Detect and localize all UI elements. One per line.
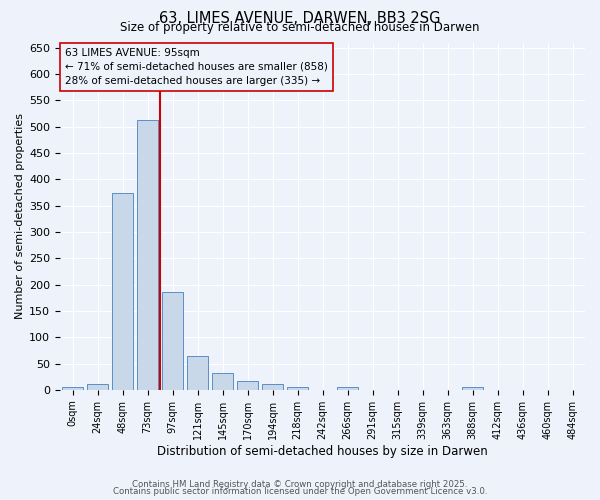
Text: Contains public sector information licensed under the Open Government Licence v3: Contains public sector information licen…: [113, 488, 487, 496]
Text: 63 LIMES AVENUE: 95sqm
← 71% of semi-detached houses are smaller (858)
28% of se: 63 LIMES AVENUE: 95sqm ← 71% of semi-det…: [65, 48, 328, 86]
Bar: [237, 381, 258, 390]
Bar: [112, 193, 133, 390]
Text: Contains HM Land Registry data © Crown copyright and database right 2025.: Contains HM Land Registry data © Crown c…: [132, 480, 468, 489]
Text: Size of property relative to semi-detached houses in Darwen: Size of property relative to semi-detach…: [120, 22, 480, 35]
Bar: [262, 384, 283, 390]
Bar: [187, 356, 208, 390]
Bar: [87, 384, 108, 390]
Bar: [462, 387, 483, 390]
Bar: [212, 373, 233, 390]
X-axis label: Distribution of semi-detached houses by size in Darwen: Distribution of semi-detached houses by …: [157, 444, 488, 458]
Y-axis label: Number of semi-detached properties: Number of semi-detached properties: [15, 113, 25, 319]
Bar: [287, 387, 308, 390]
Bar: [137, 120, 158, 390]
Bar: [337, 386, 358, 390]
Text: 63, LIMES AVENUE, DARWEN, BB3 2SG: 63, LIMES AVENUE, DARWEN, BB3 2SG: [159, 11, 441, 26]
Bar: [162, 292, 183, 390]
Bar: [62, 387, 83, 390]
